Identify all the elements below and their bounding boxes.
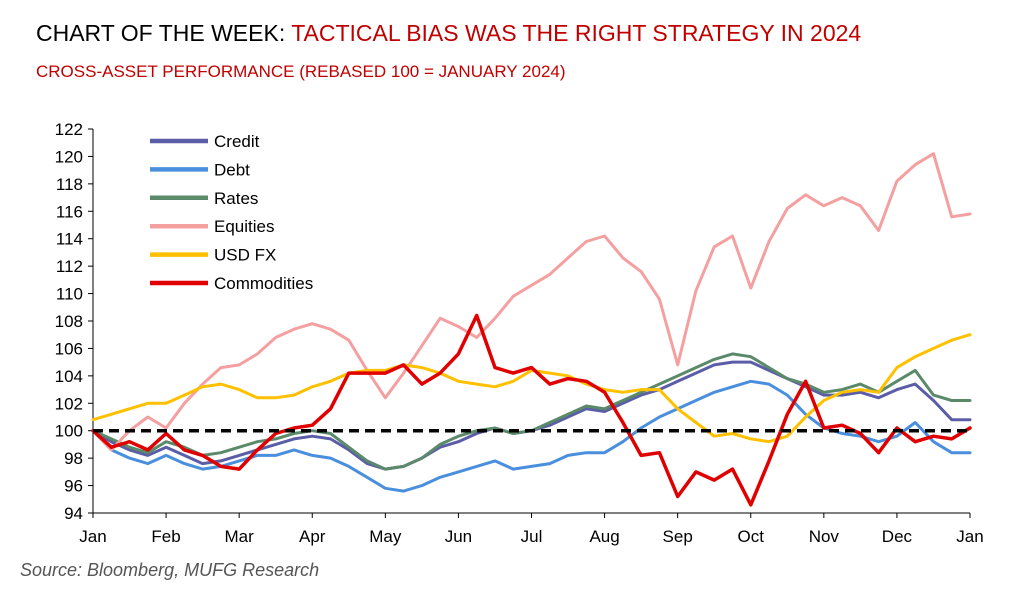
- y-tick-label: 112: [56, 257, 83, 276]
- x-tick-label: Jan: [956, 527, 983, 546]
- legend-group: Credit Debt Rates Equities USD FX Commodities: [150, 132, 313, 293]
- y-tick-label: 118: [56, 175, 83, 194]
- y-tick-label: 102: [55, 394, 83, 413]
- y-tick-label: 96: [64, 477, 83, 496]
- y-tick-label: 114: [56, 230, 83, 249]
- x-tick-label: Nov: [809, 527, 840, 546]
- chart-title: CHART OF THE WEEK: TACTICAL BIAS WAS THE…: [36, 20, 861, 47]
- y-tick-label: 100: [55, 422, 83, 441]
- source-note: Source: Bloomberg, MUFG Research: [20, 560, 320, 580]
- title-highlight: TACTICAL BIAS WAS THE RIGHT STRATEGY IN …: [291, 20, 862, 46]
- series-line-debt: [91, 379, 972, 493]
- x-tick-label: May: [369, 527, 402, 546]
- x-tick-label: Aug: [589, 527, 619, 546]
- legend-label-equities: Equities: [214, 217, 274, 236]
- chart-subtitle: CROSS-ASSET PERFORMANCE (REBASED 100 = J…: [36, 62, 566, 81]
- series-group: [91, 152, 972, 507]
- series-line-usd-fx: [91, 333, 972, 444]
- y-tick-label: 122: [55, 120, 83, 139]
- y-tick-label: 110: [56, 285, 83, 304]
- y-tick-label: 116: [56, 202, 83, 221]
- x-tick-label: Jun: [445, 527, 472, 546]
- legend-label-commodities: Commodities: [214, 274, 313, 293]
- axes-group: 94 96 98 100 102 104 106 108 110 112 114 116 118 120 1…: [55, 120, 984, 546]
- title-prefix: CHART OF THE WEEK:: [36, 20, 292, 46]
- series-line-equities: [91, 152, 972, 452]
- x-tick-label: Feb: [151, 527, 180, 546]
- series-line-commodities: [91, 313, 972, 507]
- x-tick-label: Jul: [521, 527, 543, 546]
- legend-label-rates: Rates: [214, 189, 258, 208]
- x-tick-label: Dec: [882, 527, 913, 546]
- x-tick-label: Oct: [738, 527, 765, 546]
- y-tick-label: 106: [55, 339, 83, 358]
- y-tick-label: 108: [55, 312, 83, 331]
- x-tick-label: Jan: [79, 527, 106, 546]
- legend-label-debt: Debt: [214, 160, 250, 179]
- y-tick-label: 94: [64, 504, 83, 523]
- x-tick-label: Sep: [663, 527, 693, 546]
- x-tick-label: Apr: [299, 527, 326, 546]
- y-tick-label: 104: [55, 367, 83, 386]
- legend-label-credit: Credit: [214, 132, 260, 151]
- legend-label-usd-fx: USD FX: [214, 246, 276, 265]
- x-tick-label: Mar: [225, 527, 255, 546]
- y-tick-label: 120: [55, 147, 83, 166]
- y-tick-label: 98: [64, 449, 83, 468]
